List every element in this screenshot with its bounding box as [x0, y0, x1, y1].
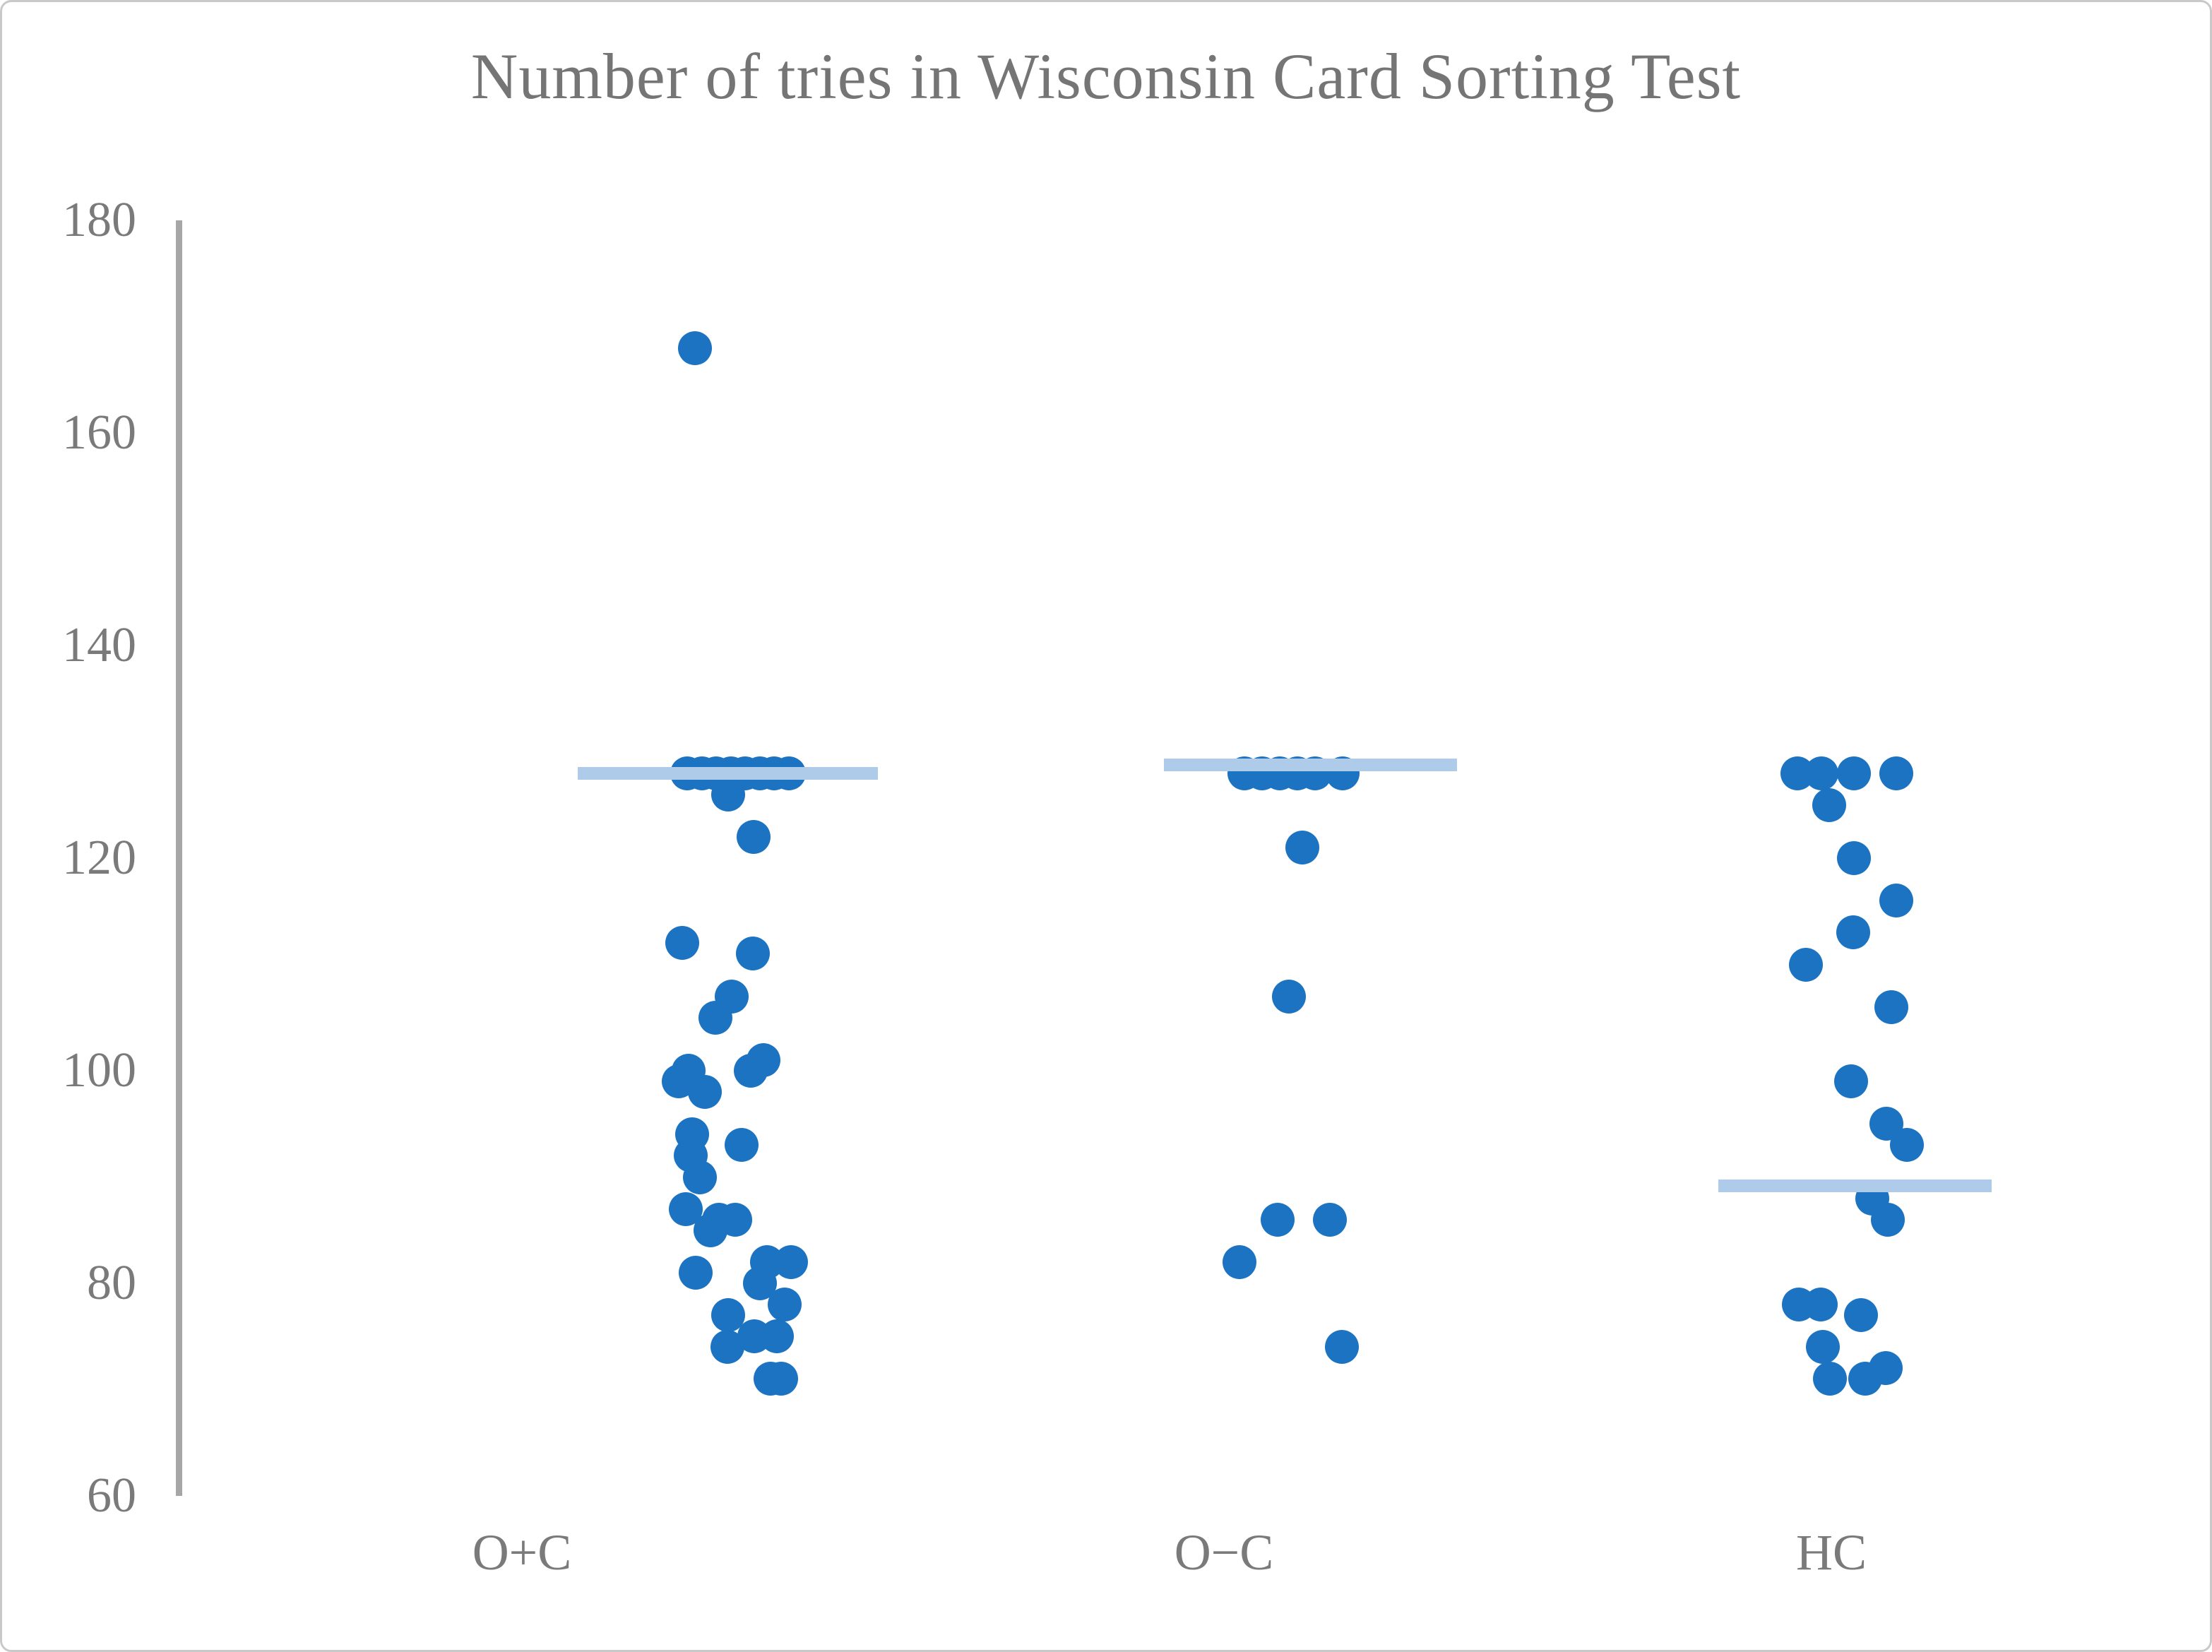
y-tick-label: 160 — [62, 405, 136, 460]
y-tick-label: 100 — [62, 1043, 136, 1098]
data-point-dot — [678, 331, 712, 365]
group-mean-line — [1718, 1179, 1992, 1192]
data-point-dot — [679, 1255, 713, 1290]
data-point-dot — [1890, 1128, 1924, 1163]
data-point-dot — [1844, 1298, 1878, 1333]
data-point-dot — [1874, 990, 1908, 1024]
group-mean-line — [1164, 758, 1457, 771]
data-point-dot — [1813, 1362, 1847, 1396]
data-point-dot — [734, 1054, 768, 1088]
data-point-dot — [774, 1244, 808, 1279]
data-point-dot — [1272, 979, 1306, 1014]
data-point-dot — [1789, 947, 1823, 982]
data-point-dot — [1261, 1202, 1295, 1237]
data-point-dot — [1834, 1064, 1868, 1099]
data-point-dot — [1837, 841, 1871, 875]
data-point-dot — [683, 1160, 717, 1194]
data-point-dot — [711, 777, 745, 812]
chart-title: Number of tries in Wisconsin Card Sortin… — [470, 40, 1742, 112]
data-point-dot — [1313, 1202, 1347, 1237]
data-point-dot — [1782, 1288, 1816, 1322]
x-axis-label: O−C — [1174, 1524, 1274, 1581]
data-point-dot — [665, 926, 699, 961]
group-mean-line — [578, 766, 878, 780]
x-axis-label: HC — [1795, 1524, 1867, 1581]
data-point-dot — [754, 1362, 787, 1396]
data-point-dot — [710, 1330, 744, 1365]
y-tick-label: 80 — [87, 1256, 136, 1310]
data-point-dot — [736, 937, 770, 971]
data-point-dot — [768, 1288, 802, 1322]
y-tick-label: 180 — [62, 193, 136, 247]
y-tick-label: 120 — [62, 831, 136, 885]
y-tick-label: 60 — [87, 1468, 136, 1523]
data-point-dot — [688, 1075, 722, 1110]
data-point-dot — [1836, 915, 1870, 950]
data-point-dot — [698, 1000, 732, 1035]
x-axis-label: O+C — [472, 1524, 572, 1581]
y-tick-label: 140 — [62, 618, 136, 672]
data-point-dot — [1812, 788, 1846, 822]
data-point-dot — [694, 1213, 727, 1247]
data-point-dot — [1285, 830, 1319, 864]
data-point-dot — [1848, 1362, 1882, 1396]
data-point-dot — [1879, 884, 1913, 918]
data-point-dot — [725, 1128, 759, 1163]
data-point-dot — [1806, 1330, 1840, 1365]
data-point-dot — [1223, 1244, 1256, 1279]
data-point-dot — [1879, 756, 1913, 790]
data-point-dot — [1837, 756, 1871, 790]
data-point-dot — [737, 819, 771, 854]
data-point-dot — [1804, 756, 1838, 790]
y-axis-line — [176, 220, 182, 1496]
data-point-dot — [1325, 1330, 1359, 1365]
data-point-dot — [1871, 1202, 1905, 1237]
